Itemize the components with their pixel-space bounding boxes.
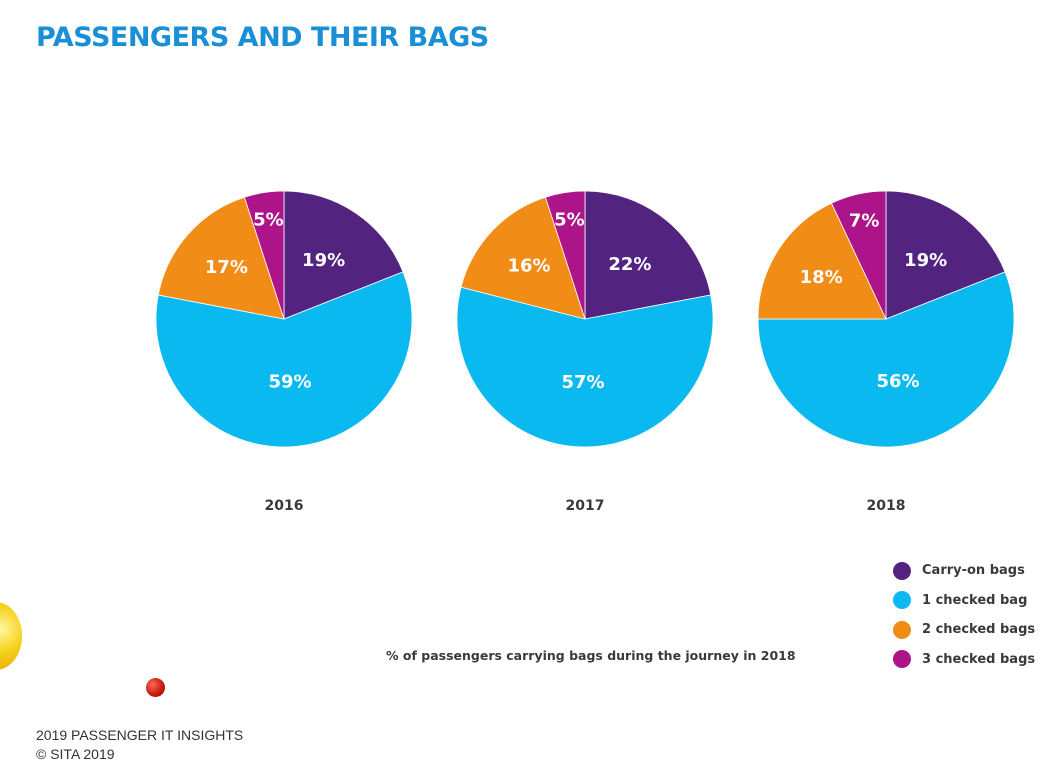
page-title: PASSENGERS AND THEIR BAGS bbox=[36, 22, 489, 53]
pie-year-label-2018: 2018 bbox=[866, 498, 906, 514]
legend-label: 2 checked bags bbox=[922, 622, 1036, 638]
pie-year-label-2017: 2017 bbox=[565, 498, 605, 514]
legend-item-1-checked: 1 checked bag bbox=[893, 586, 1035, 616]
legend-item-3-checked: 3 checked bags bbox=[893, 645, 1035, 675]
pie-slice-label: 59% bbox=[268, 372, 311, 393]
legend-item-carry-on: Carry-on bags bbox=[893, 556, 1035, 586]
legend-label: 1 checked bag bbox=[922, 592, 1028, 608]
pie-slice-label: 56% bbox=[876, 371, 919, 392]
pie-slice bbox=[155, 271, 413, 448]
legend-swatch-carry-on bbox=[893, 561, 911, 580]
pie-slice-label: 16% bbox=[507, 255, 550, 276]
pie-slice-label: 19% bbox=[302, 250, 345, 271]
decorative-red-dot bbox=[146, 678, 165, 697]
pie-slice bbox=[544, 190, 586, 320]
pie-slice bbox=[460, 196, 586, 320]
pie-slice bbox=[243, 190, 285, 320]
pie-slice-label: 7% bbox=[849, 211, 880, 232]
footer-copyright: © SITA 2019 bbox=[36, 746, 115, 762]
legend: Carry-on bags 1 checked bag 2 checked ba… bbox=[893, 556, 1035, 674]
legend-swatch-1-checked bbox=[893, 591, 911, 610]
footer-publication: 2019 PASSENGER IT INSIGHTS bbox=[36, 727, 244, 743]
pie-slice bbox=[456, 286, 714, 448]
legend-label: Carry-on bags bbox=[922, 563, 1025, 579]
pie-slice bbox=[157, 196, 285, 320]
pie-slice-label: 5% bbox=[253, 209, 284, 230]
pie-slice-label: 22% bbox=[608, 254, 651, 275]
pie-slice-label: 57% bbox=[561, 372, 604, 393]
pie-slice bbox=[757, 271, 1015, 448]
pie-slice bbox=[830, 190, 887, 320]
legend-label: 3 checked bags bbox=[922, 651, 1036, 667]
pie-slice-label: 18% bbox=[800, 267, 843, 288]
legend-swatch-3-checked bbox=[893, 650, 911, 669]
pie-slice bbox=[283, 190, 404, 320]
pie-year-label-2016: 2016 bbox=[264, 498, 304, 514]
legend-item-2-checked: 2 checked bags bbox=[893, 615, 1035, 645]
chart-note: % of passengers carrying bags during the… bbox=[386, 648, 796, 663]
legend-swatch-2-checked bbox=[893, 620, 911, 639]
pie-slice bbox=[757, 202, 887, 320]
decorative-yellow-orb bbox=[0, 602, 22, 670]
pie-slice-label: 17% bbox=[205, 257, 248, 278]
pie-slice-label: 19% bbox=[904, 250, 947, 271]
pie-slice bbox=[885, 190, 1006, 320]
pie-slice-label: 5% bbox=[554, 209, 585, 230]
pie-slice bbox=[584, 190, 712, 320]
